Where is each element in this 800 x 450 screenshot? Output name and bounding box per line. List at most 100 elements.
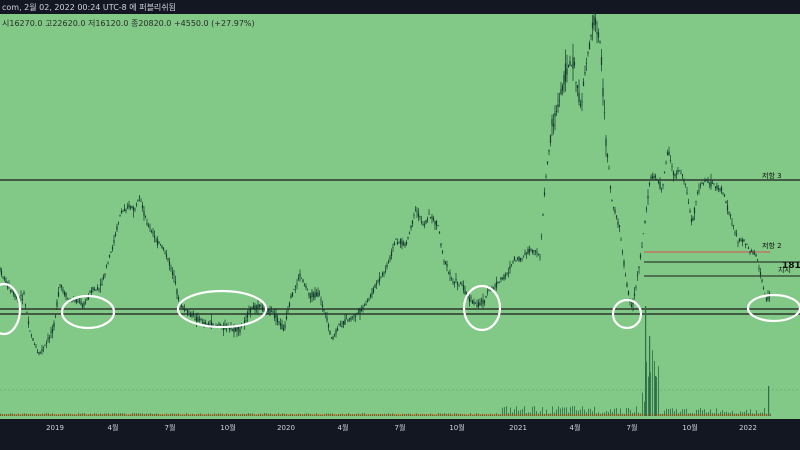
candle-body	[344, 319, 346, 325]
support-circle-4[interactable]	[611, 298, 643, 330]
candle-body	[525, 252, 528, 254]
volume-bar	[642, 392, 643, 416]
candle-body	[368, 298, 370, 300]
candle-body	[152, 232, 154, 234]
candle-body	[696, 192, 699, 193]
candle-body	[452, 281, 454, 283]
volume-bar	[126, 414, 127, 416]
candle-body	[129, 206, 132, 208]
candle-body	[53, 322, 55, 328]
candle-body	[0, 267, 1, 271]
volume-bar	[634, 412, 635, 416]
volume-bar	[432, 414, 433, 416]
volume-bar	[16, 414, 17, 416]
candle-body	[500, 277, 502, 280]
support-circle-1[interactable]	[60, 294, 116, 330]
volume-bar	[436, 414, 437, 416]
volume-bar	[534, 406, 535, 416]
support-circle-2[interactable]	[176, 289, 268, 329]
volume-bar	[56, 414, 57, 416]
volume-bar	[86, 414, 87, 416]
volume-bar	[202, 414, 203, 416]
candle-body	[65, 293, 67, 297]
volume-bar	[668, 409, 669, 416]
support-circle-0[interactable]	[0, 282, 22, 336]
candle-body	[80, 301, 82, 305]
volume-bar	[712, 412, 713, 416]
candle-body	[171, 271, 174, 275]
volume-bar	[656, 376, 657, 416]
candle-body	[752, 251, 754, 254]
candle-body	[3, 277, 6, 280]
volume-bar	[110, 414, 111, 416]
candle-body	[228, 328, 231, 330]
candle-body	[194, 319, 196, 321]
ohlc-values: 시16270.0 고22620.0 저16120.0 종20820.0 +455…	[2, 19, 255, 28]
candle-body	[582, 81, 585, 86]
candle-body	[104, 273, 106, 276]
volume-bar	[118, 413, 119, 416]
volume-bars	[0, 306, 771, 416]
candle-body	[495, 281, 498, 288]
candle-body	[566, 68, 568, 75]
support-circle-3[interactable]	[462, 284, 502, 332]
candle-body	[653, 176, 655, 179]
volume-bar	[466, 414, 467, 416]
volume-bar	[600, 413, 601, 416]
candle-body	[285, 316, 288, 320]
volume-bar	[658, 366, 659, 416]
candle-body	[123, 208, 126, 211]
candle-body	[158, 242, 160, 244]
candle-body	[477, 302, 480, 307]
volume-bar	[288, 414, 289, 416]
candle-body	[315, 292, 318, 297]
candle-body	[326, 317, 328, 321]
volume-bar	[464, 414, 465, 416]
candle-body	[446, 264, 448, 267]
candle-body	[144, 216, 147, 218]
volume-bar	[496, 413, 497, 416]
candle-body	[668, 151, 670, 156]
candle-body	[278, 321, 280, 323]
volume-bar	[552, 406, 553, 416]
candle-body	[429, 217, 432, 218]
candle-body	[600, 56, 603, 65]
volume-bar	[718, 413, 719, 416]
volume-bar	[40, 414, 41, 416]
candle-body	[405, 242, 408, 245]
candle-body	[282, 328, 285, 331]
candle-body	[372, 288, 375, 293]
candle-body	[761, 279, 763, 282]
volume-bar	[258, 414, 259, 416]
volume-bar	[4, 414, 5, 416]
volume-bar	[132, 413, 133, 416]
volume-bar	[144, 413, 145, 416]
volume-bar	[740, 411, 741, 416]
support-circle-5[interactable]	[746, 293, 800, 323]
volume-bar	[478, 413, 479, 416]
candle-body	[723, 194, 726, 197]
volume-bar	[248, 413, 249, 416]
candle-body	[497, 281, 499, 283]
volume-bar	[334, 414, 335, 416]
volume-bar	[584, 409, 585, 416]
candle-body	[218, 323, 220, 326]
candle-body	[516, 257, 519, 259]
candle-body	[11, 290, 13, 292]
volume-bar	[698, 409, 699, 416]
candle-body	[492, 287, 495, 289]
candle-body	[284, 324, 286, 328]
candle-body	[735, 233, 738, 235]
candle-body	[665, 162, 667, 164]
candle-body	[623, 260, 625, 266]
volume-bar	[230, 413, 231, 416]
volume-bar	[670, 408, 671, 416]
candle-body	[560, 89, 562, 95]
candle-body	[162, 248, 165, 250]
volume-bar	[636, 406, 637, 416]
candle-body	[704, 179, 706, 183]
volume-bar	[620, 408, 621, 416]
candle-body	[231, 329, 234, 331]
candle-body	[720, 187, 723, 192]
